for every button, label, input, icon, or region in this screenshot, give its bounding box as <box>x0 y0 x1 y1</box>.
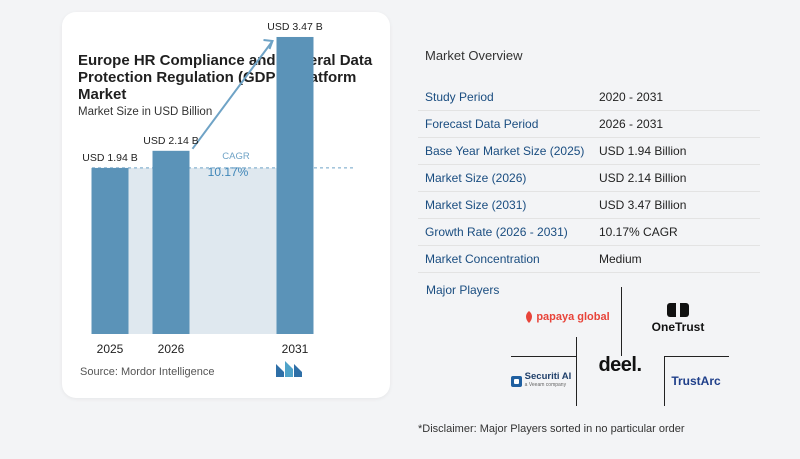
market-size-card: Europe HR Compliance and General Data Pr… <box>62 12 390 398</box>
overview-row: Growth Rate (2026 - 2031) 10.17% CAGR <box>418 219 760 246</box>
deel-text: deel. <box>598 353 642 376</box>
major-players-title: Major Players <box>426 283 500 297</box>
source-note: Source: Mordor Intelligence <box>80 366 215 378</box>
mordor-logo-icon <box>276 361 302 377</box>
overview-row-label: Base Year Market Size (2025) <box>425 144 585 158</box>
divider-vertical-top <box>621 287 622 356</box>
cagr-value: 10.17% <box>208 165 249 179</box>
overview-row-value: USD 2.14 Billion <box>599 171 687 185</box>
overview-row: Study Period 2020 - 2031 <box>418 84 760 111</box>
divider-horizontal-left <box>511 356 576 357</box>
onetrust-text: OneTrust <box>651 319 705 334</box>
overview-row-value: USD 1.94 Billion <box>599 144 687 158</box>
securiti-tagline: a Veeam company <box>524 382 567 388</box>
bar-value-label: USD 2.14 B <box>143 135 198 147</box>
reference-area <box>110 167 295 334</box>
bar-value-label: USD 3.47 B <box>267 21 322 33</box>
securiti-ai-text: Securiti AI <box>524 371 572 382</box>
x-tick-label: 2031 <box>282 342 309 356</box>
x-tick-label: 2026 <box>158 342 185 356</box>
market-overview-title: Market Overview <box>425 48 523 63</box>
overview-row: Market Size (2026) USD 2.14 Billion <box>418 165 760 192</box>
overview-row-value: 2020 - 2031 <box>599 90 664 104</box>
securiti-ai-logo: Securiti AI a Veeam company <box>508 370 574 392</box>
disclaimer-text: *Disclaimer: Major Players sorted in no … <box>418 423 685 435</box>
trustarc-text: TrustArc <box>671 374 721 388</box>
overview-row-label: Market Size (2026) <box>425 171 527 185</box>
growth-arrow <box>191 40 274 150</box>
trustarc-logo: TrustArc <box>666 370 726 392</box>
overview-row-value: 10.17% CAGR <box>599 225 678 239</box>
papaya-global-text: papaya global <box>536 311 610 323</box>
bar <box>91 167 129 334</box>
overview-row-label: Forecast Data Period <box>425 117 539 131</box>
bar <box>152 150 190 334</box>
overview-row: Forecast Data Period 2026 - 2031 <box>418 111 760 138</box>
overview-row: Market Size (2031) USD 3.47 Billion <box>418 192 760 219</box>
onetrust-mark-icon <box>667 302 689 317</box>
chart-subtitle: Market Size in USD Billion <box>78 106 213 118</box>
divider-horizontal-right <box>664 356 729 357</box>
overview-row-value: USD 3.47 Billion <box>599 198 687 212</box>
deel-logo: deel. <box>586 352 654 378</box>
onetrust-logo: OneTrust <box>640 300 716 336</box>
overview-row-value: Medium <box>599 252 642 266</box>
overview-row: Market Concentration Medium <box>418 246 760 273</box>
cagr-label: CAGR <box>222 151 250 162</box>
bar <box>276 36 314 334</box>
growth-arrow-head <box>263 38 274 50</box>
papaya-global-logo: papaya global <box>522 306 612 328</box>
overview-row-label: Market Concentration <box>425 252 540 266</box>
bar-chart: USD 1.94 B USD 2.14 B USD 3.47 B CAGR 10.17%… <box>82 21 354 356</box>
market-overview-table: Study Period 2020 - 2031 Forecast Data Per… <box>418 84 760 273</box>
papaya-leaf-icon <box>526 311 533 323</box>
x-tick-label: 2025 <box>97 342 124 356</box>
securiti-shield-icon <box>510 375 522 387</box>
divider-vertical-right <box>664 356 665 406</box>
divider-vertical-left <box>576 337 577 406</box>
overview-row-label: Study Period <box>425 90 494 104</box>
overview-row-label: Market Size (2031) <box>425 198 527 212</box>
bar-value-label: USD 1.94 B <box>82 152 137 164</box>
overview-row-value: 2026 - 2031 <box>599 117 664 131</box>
overview-row: Base Year Market Size (2025) USD 1.94 Bil… <box>418 138 760 165</box>
overview-row-label: Growth Rate (2026 - 2031) <box>425 225 568 239</box>
